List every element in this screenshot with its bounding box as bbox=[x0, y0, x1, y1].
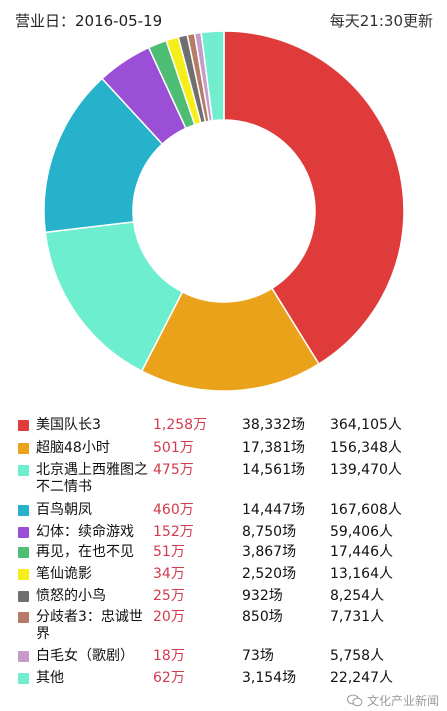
legend-swatch bbox=[18, 547, 29, 558]
revenue-value: 51万 bbox=[153, 544, 185, 560]
business-date-label: 营业日：2016-05-19 bbox=[15, 12, 163, 30]
legend-swatch bbox=[18, 673, 29, 684]
revenue-value: 25万 bbox=[153, 588, 185, 604]
film-title: 美国队长3 bbox=[36, 417, 101, 433]
film-title: 白毛女（歌剧） bbox=[36, 648, 134, 664]
box-office-donut-chart bbox=[43, 30, 405, 392]
revenue-value: 20万 bbox=[153, 609, 185, 625]
legend-swatch bbox=[18, 527, 29, 538]
film-title: 北京遇上西雅图之不二情书 bbox=[36, 462, 148, 495]
sessions-value: 73场 bbox=[242, 648, 274, 664]
viewers-value: 13,164人 bbox=[330, 566, 393, 582]
revenue-value: 460万 bbox=[153, 502, 194, 518]
revenue-value: 475万 bbox=[153, 462, 194, 478]
header: 营业日：2016-05-19 每天21:30更新 bbox=[0, 0, 447, 38]
sessions-value: 850场 bbox=[242, 609, 283, 625]
viewers-value: 156,348人 bbox=[330, 440, 402, 456]
legend-swatch bbox=[18, 505, 29, 516]
donut-slice bbox=[200, 30, 225, 122]
film-title: 分歧者3：忠诚世界 bbox=[36, 609, 143, 642]
viewers-value: 22,247人 bbox=[330, 670, 393, 686]
revenue-value: 1,258万 bbox=[153, 417, 208, 433]
legend-swatch bbox=[18, 612, 29, 623]
viewers-value: 17,446人 bbox=[330, 544, 393, 560]
revenue-value: 62万 bbox=[153, 670, 185, 686]
legend-swatch bbox=[18, 465, 29, 476]
donut-slice bbox=[43, 77, 164, 234]
viewers-value: 139,470人 bbox=[330, 462, 402, 478]
film-title: 愤怒的小鸟 bbox=[36, 588, 106, 604]
revenue-value: 152万 bbox=[153, 524, 194, 540]
sessions-value: 14,561场 bbox=[242, 462, 305, 478]
sessions-value: 14,447场 bbox=[242, 502, 305, 518]
legend-swatch bbox=[18, 443, 29, 454]
sessions-value: 8,750场 bbox=[242, 524, 297, 540]
film-title: 笔仙诡影 bbox=[36, 566, 92, 582]
donut-slice bbox=[140, 287, 320, 392]
revenue-value: 501万 bbox=[153, 440, 194, 456]
wechat-icon bbox=[346, 694, 363, 707]
legend-swatch bbox=[18, 651, 29, 662]
legend-swatch bbox=[18, 569, 29, 580]
sessions-value: 38,332场 bbox=[242, 417, 305, 433]
viewers-value: 167,608人 bbox=[330, 502, 402, 518]
film-title: 幻体：续命游戏 bbox=[36, 524, 134, 540]
viewers-value: 364,105人 bbox=[330, 417, 402, 433]
sessions-value: 932场 bbox=[242, 588, 283, 604]
film-title: 其他 bbox=[36, 670, 64, 686]
watermark-text: 文化产业新闻 bbox=[366, 694, 439, 708]
legend-swatch bbox=[18, 420, 29, 431]
donut-slice bbox=[223, 30, 405, 366]
revenue-value: 18万 bbox=[153, 648, 185, 664]
sessions-value: 3,154场 bbox=[242, 670, 297, 686]
viewers-value: 8,254人 bbox=[330, 588, 385, 604]
film-title: 再见，在也不见 bbox=[36, 544, 134, 560]
viewers-value: 59,406人 bbox=[330, 524, 393, 540]
viewers-value: 5,758人 bbox=[330, 648, 385, 664]
update-time-label: 每天21:30更新 bbox=[329, 12, 433, 30]
sessions-value: 17,381场 bbox=[242, 440, 305, 456]
viewers-value: 7,731人 bbox=[330, 609, 385, 625]
watermark: 文化产业新闻 bbox=[346, 692, 439, 709]
sessions-value: 2,520场 bbox=[242, 566, 297, 582]
film-title: 百鸟朝凤 bbox=[36, 502, 92, 518]
sessions-value: 3,867场 bbox=[242, 544, 297, 560]
film-title: 超脑48小时 bbox=[36, 440, 110, 456]
revenue-value: 34万 bbox=[153, 566, 185, 582]
legend-swatch bbox=[18, 591, 29, 602]
